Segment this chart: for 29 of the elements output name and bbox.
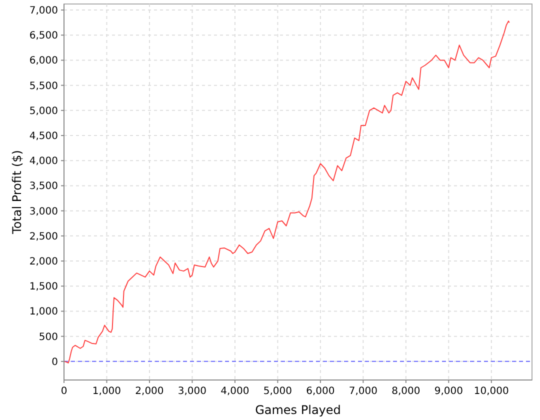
x-tick-label: 7,000: [348, 386, 378, 397]
y-tick-label: 7,000: [29, 6, 58, 17]
y-tick-label: 6,500: [29, 30, 58, 42]
y-tick-label: 2,500: [29, 231, 58, 242]
x-tick-label: 2,000: [135, 386, 164, 397]
x-axis-title: Games Played: [255, 403, 341, 417]
x-tick-label: 1,000: [92, 386, 122, 397]
x-tick-label: 3,000: [178, 386, 207, 397]
y-tick-label: 3,500: [29, 181, 58, 192]
x-tick-label: 6,000: [306, 386, 335, 397]
y-tick-label: 4,000: [29, 156, 58, 168]
x-tick-label: 4,000: [220, 386, 250, 397]
y-tick-label: 0: [52, 356, 58, 368]
x-tick-label: 10,000: [474, 386, 509, 397]
y-axis-title: Total Profit ($): [10, 150, 24, 235]
y-tick-label: 5,500: [29, 80, 58, 92]
x-tick-label: 9,000: [434, 386, 463, 397]
y-tick-label: 2,000: [29, 256, 58, 268]
y-tick-label: 6,000: [29, 56, 58, 67]
y-tick-label: 500: [38, 332, 58, 343]
x-tick-label: 8,000: [392, 386, 420, 397]
y-tick-label: 4,500: [29, 131, 58, 142]
line-series: [64, 20, 510, 364]
y-tick-label: 5,000: [29, 106, 58, 117]
x-tick-label: 0: [60, 386, 68, 397]
y-tick-label: 3,000: [29, 206, 58, 218]
y-tick-label: 1,000: [29, 306, 58, 318]
y-tick-label: 1,500: [29, 282, 58, 293]
x-tick-label: 5,000: [263, 386, 292, 397]
